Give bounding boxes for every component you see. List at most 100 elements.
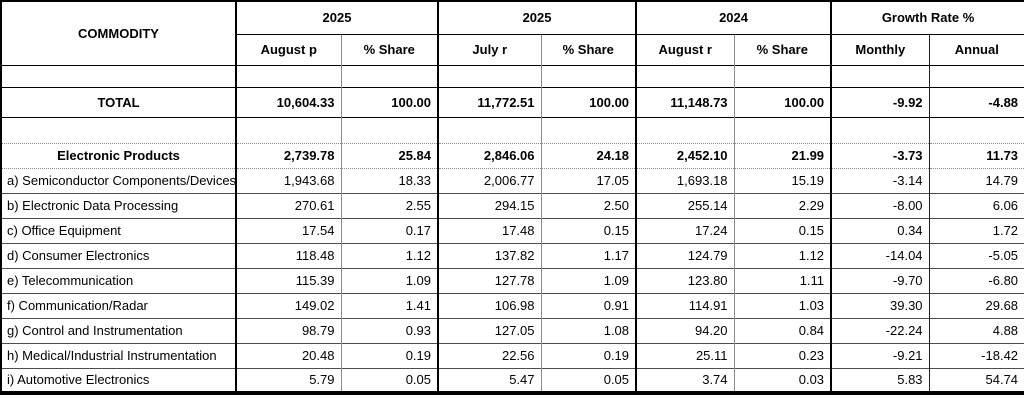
- value-cell: -4.88: [928, 87, 1024, 117]
- value-cell: 0.17: [340, 218, 439, 243]
- header-group-row: COMMODITY 2025 2025 2024 Growth Rate %: [1, 1, 1024, 41]
- value-cell: 1.72: [928, 218, 1024, 243]
- table-row: i) Automotive Electronics 5.79 0.05 5.47 0.0…: [1, 368, 1024, 393]
- value-cell: [340, 117, 439, 143]
- col-header-share-1: % Share: [340, 34, 439, 65]
- value-cell: 15.19: [733, 168, 832, 193]
- row-label: e) Telecommunication: [7, 273, 134, 288]
- value-cell: 2.50: [540, 193, 637, 218]
- value-cell: [235, 117, 341, 143]
- value-cell: 0.34: [830, 218, 930, 243]
- table-row: h) Medical/Industrial Instrumentation 20.…: [1, 343, 1024, 368]
- value-cell: [635, 65, 735, 87]
- value-cell: 17.54: [235, 218, 341, 243]
- value-cell: -22.24: [830, 318, 930, 343]
- value-cell: 54.74: [928, 368, 1024, 393]
- value-cell: [340, 65, 439, 87]
- value-cell: 2,846.06: [437, 143, 542, 168]
- value-cell: 4.88: [928, 318, 1024, 343]
- value-cell: 255.14: [635, 193, 735, 218]
- value-cell: [437, 117, 542, 143]
- value-cell: 0.15: [733, 218, 832, 243]
- value-cell: -8.00: [830, 193, 930, 218]
- value-cell: [830, 65, 930, 87]
- table-row: TOTAL 10,604.33 100.00 11,772.51 100.00 11,14…: [1, 87, 1024, 117]
- value-cell: 2,006.77: [437, 168, 542, 193]
- value-cell: 114.91: [635, 293, 735, 318]
- value-cell: [635, 117, 735, 143]
- value-cell: 0.93: [340, 318, 439, 343]
- value-cell: 18.33: [340, 168, 439, 193]
- value-cell: 25.11: [635, 343, 735, 368]
- table-row: a) Semiconductor Components/Devices 1,943…: [1, 168, 1024, 193]
- value-cell: 24.18: [540, 143, 637, 168]
- value-cell: 2,452.10: [635, 143, 735, 168]
- row-label: c) Office Equipment: [7, 223, 121, 238]
- value-cell: 0.84: [733, 318, 832, 343]
- value-cell: 11,148.73: [635, 87, 735, 117]
- col-header-annual: Annual: [928, 34, 1024, 65]
- row-label: i) Automotive Electronics: [7, 372, 150, 388]
- value-cell: 0.05: [540, 368, 637, 393]
- table-row: f) Communication/Radar 149.02 1.41 106.98 0.…: [1, 293, 1024, 318]
- value-cell: 22.56: [437, 343, 542, 368]
- value-cell: 0.15: [540, 218, 637, 243]
- value-cell: -14.04: [830, 243, 930, 268]
- spacer-row: [1, 117, 1024, 143]
- value-cell: 127.78: [437, 268, 542, 293]
- year-group-2025-july: 2025: [437, 1, 637, 35]
- value-cell: 100.00: [733, 87, 832, 117]
- value-cell: 1.09: [540, 268, 637, 293]
- table-header: COMMODITY 2025 2025 2024 Growth Rate % A…: [1, 1, 1024, 65]
- value-cell: 2,739.78: [235, 143, 341, 168]
- commodity-column-header: COMMODITY: [78, 25, 159, 41]
- value-cell: -9.21: [830, 343, 930, 368]
- value-cell: 2.55: [340, 193, 439, 218]
- row-label: h) Medical/Industrial Instrumentation: [7, 348, 217, 363]
- value-cell: [928, 117, 1024, 143]
- value-cell: 1,693.18: [635, 168, 735, 193]
- year-group-2024: 2024: [635, 1, 832, 35]
- value-cell: -18.42: [928, 343, 1024, 368]
- value-cell: [437, 65, 542, 87]
- value-cell: 0.05: [340, 368, 439, 393]
- table-row: Electronic Products 2,739.78 25.84 2,846.06…: [1, 143, 1024, 168]
- value-cell: 0.91: [540, 293, 637, 318]
- value-cell: [540, 117, 637, 143]
- value-cell: 1.09: [340, 268, 439, 293]
- value-cell: 2.29: [733, 193, 832, 218]
- spacer-row: [1, 65, 1024, 87]
- value-cell: [733, 117, 832, 143]
- value-cell: 5.47: [437, 368, 542, 393]
- value-cell: 270.61: [235, 193, 341, 218]
- value-cell: 98.79: [235, 318, 341, 343]
- value-cell: 127.05: [437, 318, 542, 343]
- table-body: TOTAL 10,604.33 100.00 11,772.51 100.00 11,14…: [1, 65, 1024, 393]
- table-row: b) Electronic Data Processing 270.61 2.55 2…: [1, 193, 1024, 218]
- value-cell: 1,943.68: [235, 168, 341, 193]
- value-cell: 1.03: [733, 293, 832, 318]
- value-cell: 123.80: [635, 268, 735, 293]
- value-cell: 14.79: [928, 168, 1024, 193]
- value-cell: -3.73: [830, 143, 930, 168]
- value-cell: 149.02: [235, 293, 341, 318]
- row-label: b) Electronic Data Processing: [7, 198, 179, 213]
- row-label: g) Control and Instrumentation: [7, 323, 183, 338]
- growth-rate-group: Growth Rate %: [830, 1, 1024, 35]
- row-label: [1, 117, 236, 143]
- table-row: c) Office Equipment 17.54 0.17 17.48 0.15 17.…: [1, 218, 1024, 243]
- value-cell: 0.19: [540, 343, 637, 368]
- value-cell: 11.73: [928, 143, 1024, 168]
- row-label: a) Semiconductor Components/Devices: [7, 173, 236, 188]
- value-cell: [540, 65, 637, 87]
- value-cell: 29.68: [928, 293, 1024, 318]
- value-cell: -9.70: [830, 268, 930, 293]
- value-cell: 100.00: [340, 87, 439, 117]
- value-cell: 137.82: [437, 243, 542, 268]
- row-label: TOTAL: [97, 94, 140, 110]
- value-cell: 17.24: [635, 218, 735, 243]
- value-cell: -3.14: [830, 168, 930, 193]
- value-cell: [733, 65, 832, 87]
- col-header-july-r: July r: [437, 34, 542, 65]
